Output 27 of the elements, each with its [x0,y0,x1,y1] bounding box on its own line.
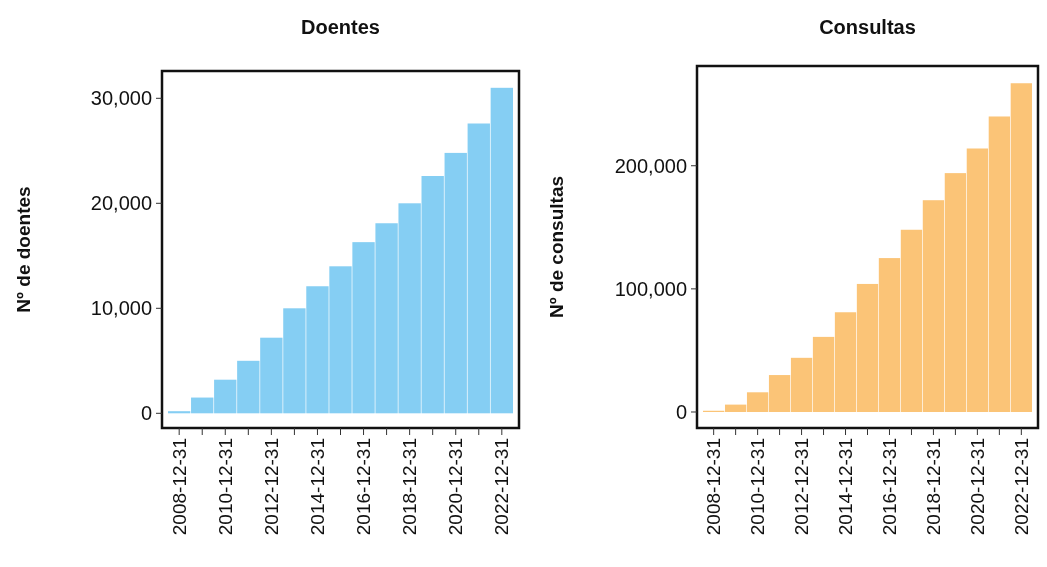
y-tick-label: 200,000 [614,154,687,177]
y-tick-label: 0 [675,400,687,423]
y-axis-title: Nº de doentes [13,186,34,313]
x-tick-label: 2016-12-31 [353,438,375,536]
y-tick-label: 10,000 [90,297,152,320]
x-tick-label: 2014-12-31 [307,438,329,536]
x-tick-label: 2008-12-31 [168,438,190,536]
y-axis-title: Nº de consultas [546,175,567,319]
x-tick-label: 2020-12-31 [445,438,467,536]
x-tick-label: 2014-12-31 [835,438,857,536]
x-tick-label: 2016-12-31 [879,438,901,536]
y-tick-label: 20,000 [90,192,152,215]
x-tick-label: 2022-12-31 [491,438,513,536]
x-tick-label: 2018-12-31 [923,438,945,536]
x-tick-label: 2012-12-31 [791,438,813,536]
x-tick-label: 2010-12-31 [214,438,236,536]
chart-title: Doentes [301,16,380,38]
x-tick-label: 2022-12-31 [1010,438,1032,536]
x-tick-label: 2020-12-31 [967,438,989,536]
x-tick-label: 2008-12-31 [703,438,725,536]
x-tick-label: 2010-12-31 [747,438,769,536]
chart-title: Consultas [819,16,916,38]
y-tick-label: 30,000 [90,87,152,110]
x-tick-label: 2012-12-31 [261,438,283,536]
y-tick-label: 100,000 [614,277,687,300]
y-tick-label: 0 [140,402,152,425]
x-tick-label: 2018-12-31 [399,438,421,536]
